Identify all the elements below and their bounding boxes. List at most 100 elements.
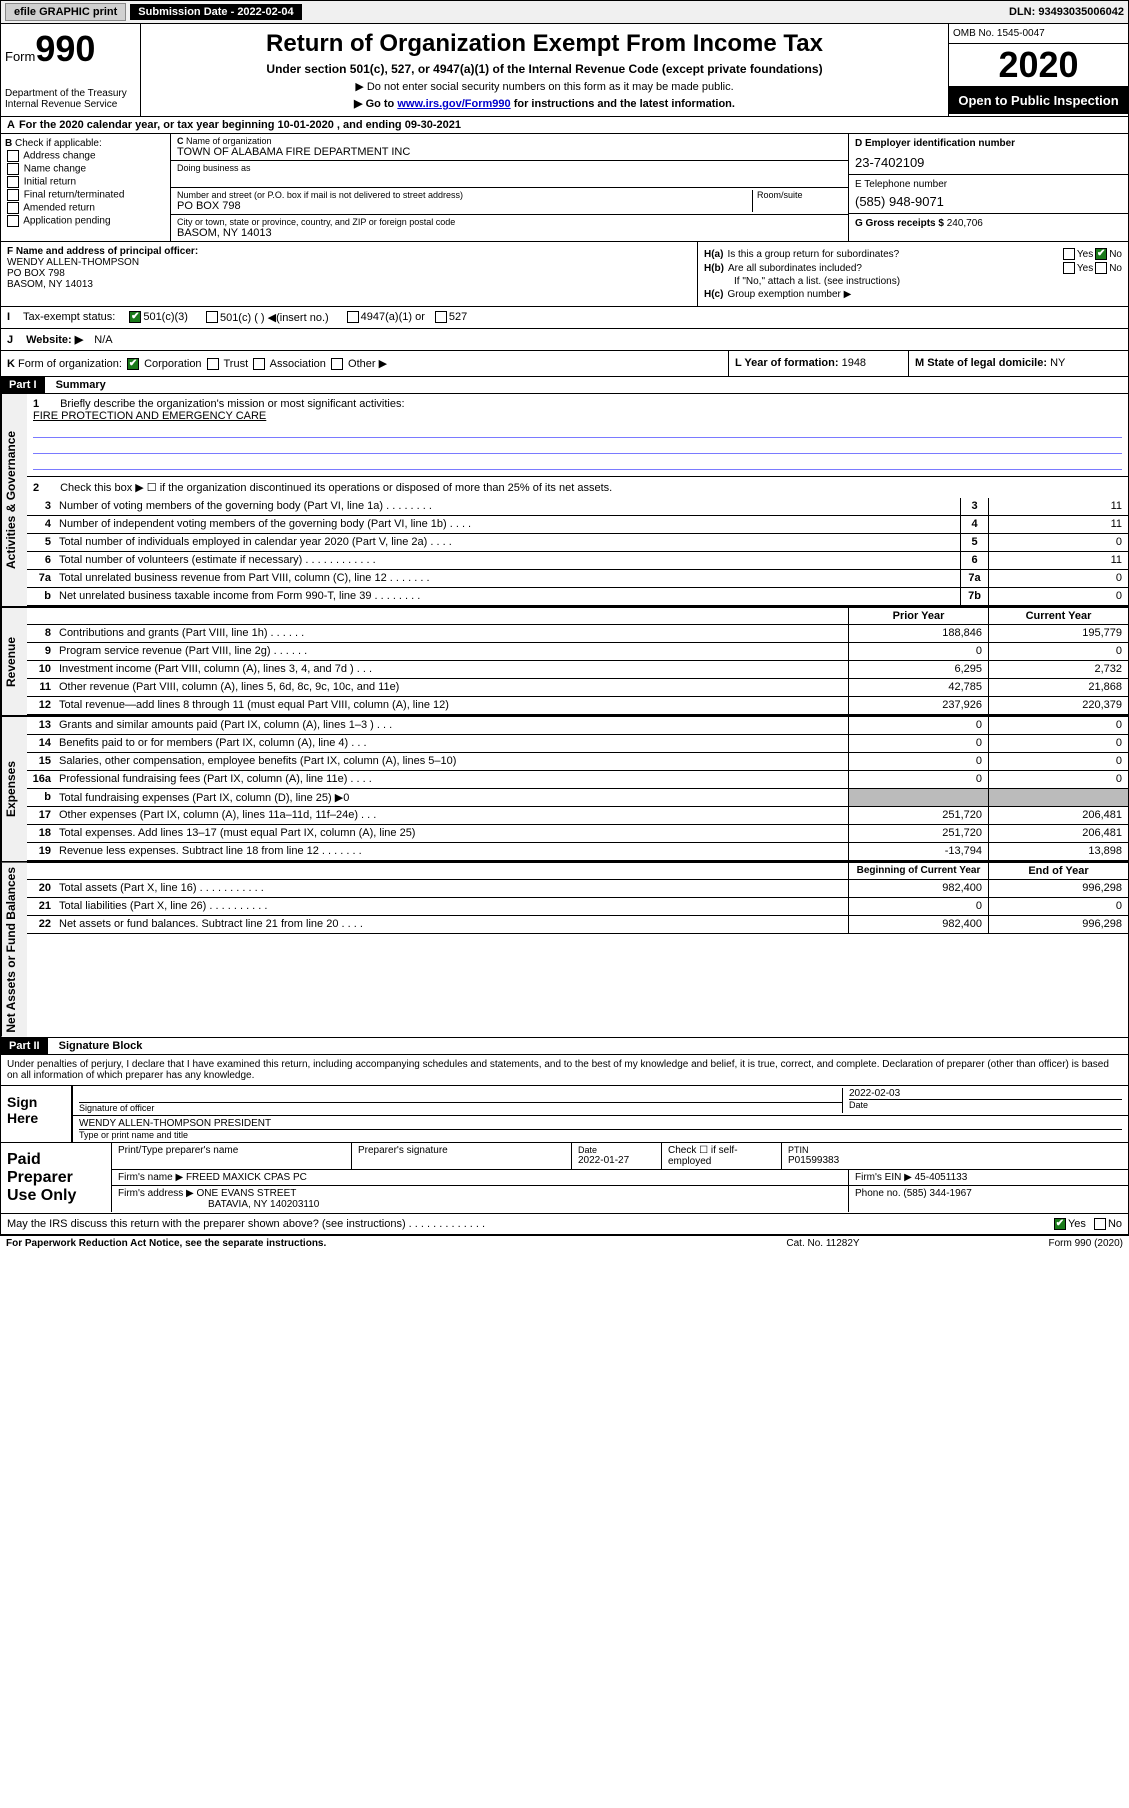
department: Department of the Treasury Internal Reve… — [5, 88, 136, 110]
gross-val: 240,706 — [947, 218, 983, 229]
curr-val: 0 — [988, 753, 1128, 770]
line-num: 8 — [27, 625, 55, 642]
subtitle-2: ▶ Do not enter social security numbers o… — [147, 80, 942, 93]
cb-assoc[interactable] — [253, 358, 265, 370]
col-m: M State of legal domicile: NY — [908, 351, 1128, 376]
ha-no[interactable] — [1095, 248, 1107, 260]
cb-initial-return[interactable]: Initial return — [5, 176, 166, 188]
table-row: 19 Revenue less expenses. Subtract line … — [27, 843, 1128, 861]
line-val: 11 — [988, 552, 1128, 569]
line-code: 5 — [960, 534, 988, 551]
line-num: 7a — [27, 570, 55, 587]
cb-corp[interactable] — [127, 358, 139, 370]
line-desc: Total fundraising expenses (Part IX, col… — [55, 789, 848, 806]
addr-box: Number and street (or P.O. box if mail i… — [171, 188, 848, 215]
curr-val: 206,481 — [988, 825, 1128, 842]
line-num: 20 — [27, 880, 55, 897]
footer-left: For Paperwork Reduction Act Notice, see … — [6, 1238, 723, 1249]
b-label: Check if applicable: — [15, 138, 102, 149]
form-prefix: Form — [5, 49, 35, 64]
f-name: WENDY ALLEN-THOMPSON — [7, 257, 691, 268]
subtitle-1: Under section 501(c), 527, or 4947(a)(1)… — [147, 62, 942, 76]
col-k: K Form of organization: Corporation Trus… — [1, 351, 728, 376]
cb-501c[interactable] — [206, 311, 218, 323]
discuss-no[interactable] — [1094, 1218, 1106, 1230]
paid-preparer-row: Paid Preparer Use Only Print/Type prepar… — [1, 1142, 1128, 1213]
line-desc: Net assets or fund balances. Subtract li… — [55, 916, 848, 933]
line-desc: Program service revenue (Part VIII, line… — [55, 643, 848, 660]
prior-val: 251,720 — [848, 825, 988, 842]
prior-val: 0 — [848, 717, 988, 734]
line-desc: Total number of individuals employed in … — [55, 534, 960, 551]
ha-yes[interactable] — [1063, 248, 1075, 260]
curr-val: 0 — [988, 643, 1128, 660]
cb-address-change[interactable]: Address change — [5, 150, 166, 162]
line-desc: Grants and similar amounts paid (Part IX… — [55, 717, 848, 734]
na-hdr: Beginning of Current Year End of Year — [27, 863, 1128, 880]
table-row: 17 Other expenses (Part IX, column (A), … — [27, 807, 1128, 825]
hb-no[interactable] — [1095, 262, 1107, 274]
prior-val: 251,720 — [848, 807, 988, 824]
line-num: 11 — [27, 679, 55, 696]
cb-trust[interactable] — [207, 358, 219, 370]
addr-lbl: Number and street (or P.O. box if mail i… — [177, 190, 752, 200]
curr-val: 996,298 — [988, 916, 1128, 933]
table-row: b Total fundraising expenses (Part IX, c… — [27, 789, 1128, 807]
curr-val: 206,481 — [988, 807, 1128, 824]
line-val: 11 — [988, 516, 1128, 533]
ein-box: D Employer identification number 23-7402… — [849, 134, 1128, 175]
discuss-row: May the IRS discuss this return with the… — [1, 1213, 1128, 1234]
cb-other[interactable] — [331, 358, 343, 370]
cb-name-change[interactable]: Name change — [5, 163, 166, 175]
firm-phone: Phone no. (585) 344-1967 — [848, 1186, 1128, 1212]
prior-val: 0 — [848, 735, 988, 752]
line-desc: Total unrelated business revenue from Pa… — [55, 570, 960, 587]
prep-line1: Print/Type preparer's name Preparer's si… — [111, 1143, 1128, 1170]
gross-box: G Gross receipts $ 240,706 — [849, 214, 1128, 233]
l-lbl: L Year of formation: — [735, 357, 839, 369]
name-lbl: Name of organization — [186, 136, 272, 146]
line-desc: Investment income (Part VIII, column (A)… — [55, 661, 848, 678]
line-desc: Net unrelated business taxable income fr… — [55, 588, 960, 605]
table-row: 7a Total unrelated business revenue from… — [27, 570, 1128, 588]
ag-body: 1 Briefly describe the organization's mi… — [27, 394, 1128, 606]
discuss-yes[interactable] — [1054, 1218, 1066, 1230]
line-num: 16a — [27, 771, 55, 788]
firm-addr: Firm's address ▶ ONE EVANS STREET BATAVI… — [111, 1186, 848, 1212]
form-number: Form990 — [5, 28, 136, 70]
curr-val: 13,898 — [988, 843, 1128, 860]
line-num: 9 — [27, 643, 55, 660]
cb-4947[interactable] — [347, 311, 359, 323]
top-bar: efile GRAPHIC print Submission Date - 20… — [1, 1, 1128, 24]
row-klm: K Form of organization: Corporation Trus… — [1, 351, 1128, 377]
line-code: 7a — [960, 570, 988, 587]
header-right: OMB No. 1545-0047 2020 Open to Public In… — [948, 24, 1128, 116]
exp-body: 13 Grants and similar amounts paid (Part… — [27, 717, 1128, 861]
cb-amended[interactable]: Amended return — [5, 202, 166, 214]
curr-val: 996,298 — [988, 880, 1128, 897]
signature-block: Under penalties of perjury, I declare th… — [1, 1055, 1128, 1235]
line-val: 11 — [988, 498, 1128, 515]
line-desc: Total expenses. Add lines 13–17 (must eq… — [55, 825, 848, 842]
side-exp: Expenses — [1, 717, 27, 861]
line-desc: Total number of volunteers (estimate if … — [55, 552, 960, 569]
cb-527[interactable] — [435, 311, 447, 323]
na-body: Beginning of Current Year End of Year 20… — [27, 863, 1128, 1037]
prior-val: -13,794 — [848, 843, 988, 860]
efile-button[interactable]: efile GRAPHIC print — [5, 3, 126, 21]
table-row: 18 Total expenses. Add lines 13–17 (must… — [27, 825, 1128, 843]
line-desc: Number of independent voting members of … — [55, 516, 960, 533]
line-num: 4 — [27, 516, 55, 533]
form-990-document: efile GRAPHIC print Submission Date - 20… — [0, 0, 1129, 1236]
line-desc: Benefits paid to or for members (Part IX… — [55, 735, 848, 752]
curr-val: 0 — [988, 735, 1128, 752]
line-desc: Other revenue (Part VIII, column (A), li… — [55, 679, 848, 696]
l-val: 1948 — [842, 357, 866, 369]
instructions-link[interactable]: www.irs.gov/Form990 — [397, 98, 510, 110]
cb-pending[interactable]: Application pending — [5, 215, 166, 227]
j-label: Website: ▶ — [26, 334, 83, 346]
line-num: 21 — [27, 898, 55, 915]
cb-501c3[interactable] — [129, 311, 141, 323]
hb-yes[interactable] — [1063, 262, 1075, 274]
cb-final-return[interactable]: Final return/terminated — [5, 189, 166, 201]
